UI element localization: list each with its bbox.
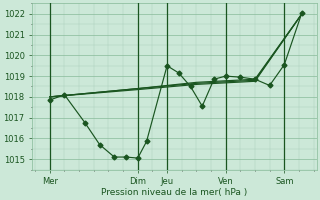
X-axis label: Pression niveau de la mer( hPa ): Pression niveau de la mer( hPa ) (101, 188, 247, 197)
